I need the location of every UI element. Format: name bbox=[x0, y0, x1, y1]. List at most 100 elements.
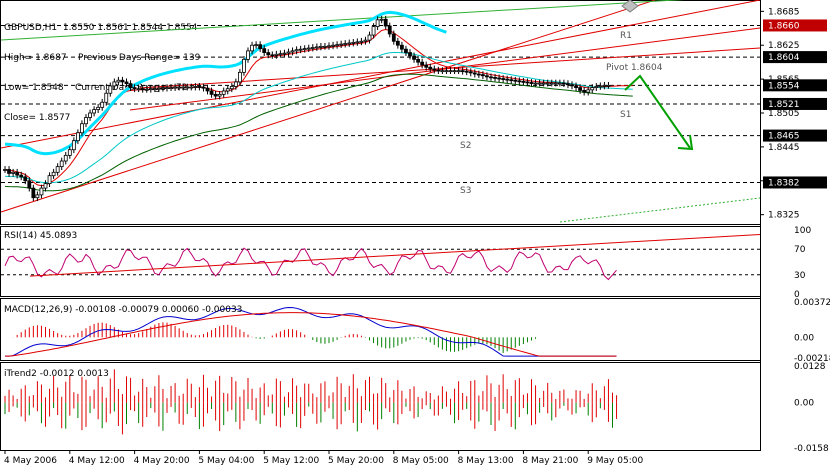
candle-body bbox=[43, 183, 48, 189]
price-marker-diamond bbox=[621, 0, 639, 13]
rsi-tick-label: 0 bbox=[794, 290, 800, 300]
price-panel[interactable]: 1.86851.86251.85651.85051.84451.83851.83… bbox=[0, 0, 828, 225]
candle-body bbox=[254, 44, 259, 47]
candle-body bbox=[161, 87, 165, 90]
candle-body bbox=[460, 70, 465, 73]
candle-body bbox=[566, 83, 570, 86]
candle-body bbox=[15, 171, 20, 176]
candle-body bbox=[335, 44, 340, 47]
forecast-arrow bbox=[624, 74, 691, 149]
candle-body bbox=[525, 81, 530, 84]
candle-body bbox=[63, 154, 68, 162]
candle-body bbox=[529, 82, 534, 84]
candle-body bbox=[189, 86, 194, 89]
candle-body bbox=[136, 88, 141, 91]
candle-body bbox=[602, 84, 607, 87]
level-price-box bbox=[763, 51, 827, 64]
candle-body bbox=[31, 187, 36, 199]
price-tick-label: 1.8505 bbox=[768, 109, 800, 119]
candle-body bbox=[201, 86, 206, 89]
candle-body bbox=[562, 82, 566, 85]
candle-body bbox=[444, 70, 449, 73]
candle-body bbox=[225, 88, 230, 92]
rsi-trendline bbox=[29, 233, 761, 277]
candle-body bbox=[258, 44, 263, 50]
candle-body bbox=[233, 81, 238, 87]
candle-body bbox=[408, 52, 412, 57]
time-tick-label: 4 May 12:00 bbox=[69, 456, 125, 466]
candle-body bbox=[541, 82, 546, 85]
cyan-ma-line bbox=[4, 10, 447, 156]
macd-tick-label: 0.00 bbox=[794, 333, 814, 343]
candle-body bbox=[128, 83, 133, 88]
candle-body bbox=[509, 79, 514, 82]
itrend-label: iTrend2 -0.0012 0.0013 bbox=[4, 369, 109, 379]
level-price-box bbox=[763, 97, 827, 110]
candle-body bbox=[391, 33, 396, 42]
candle-body bbox=[169, 87, 173, 89]
candle-body bbox=[237, 71, 242, 83]
level-price-label: 1.8382 bbox=[768, 178, 800, 188]
candle-body bbox=[47, 175, 52, 184]
candle-body bbox=[557, 82, 562, 85]
candle-body bbox=[278, 53, 283, 56]
candle-body bbox=[472, 72, 477, 75]
candle-body bbox=[274, 53, 279, 56]
candle-body bbox=[456, 70, 461, 73]
time-tick-label: 8 May 05:00 bbox=[393, 456, 449, 466]
time-tick-label: 4 May 20:00 bbox=[134, 456, 190, 466]
candle-body bbox=[302, 48, 307, 51]
candle-body bbox=[23, 176, 28, 182]
rsi-tick-label: 30 bbox=[794, 271, 806, 281]
candle-body bbox=[67, 149, 72, 156]
candle-body bbox=[80, 123, 84, 134]
candle-body bbox=[375, 19, 380, 27]
candle-body bbox=[262, 48, 267, 53]
r1-label: R1 bbox=[620, 31, 632, 41]
candle-body bbox=[165, 87, 169, 89]
candle-body bbox=[3, 169, 7, 171]
candle-body bbox=[266, 52, 271, 56]
price-tick-label: 1.8445 bbox=[768, 143, 800, 153]
candle-body bbox=[367, 34, 372, 41]
itrend-tick-label: 0.0128 bbox=[794, 362, 826, 372]
candle-body bbox=[11, 171, 16, 174]
candle-body bbox=[448, 70, 453, 73]
candle-body bbox=[19, 174, 24, 178]
trendline-upper-band bbox=[0, 0, 761, 149]
candle-body bbox=[104, 92, 109, 103]
candle-body bbox=[193, 86, 198, 88]
candle-body bbox=[497, 77, 502, 80]
candle-body bbox=[582, 90, 587, 93]
candle-body bbox=[173, 86, 178, 89]
candle-body bbox=[493, 77, 497, 79]
candle-body bbox=[270, 54, 275, 57]
candle-body bbox=[327, 45, 331, 48]
header-close: Close= 1.8577 bbox=[4, 113, 71, 123]
candle-body bbox=[59, 160, 64, 168]
candle-body bbox=[152, 88, 157, 91]
rsi-panel[interactable]: 100 70 30 0 RSI(14) 45.0893 bbox=[0, 226, 812, 300]
level-price-box bbox=[763, 176, 827, 189]
candle-body bbox=[395, 40, 400, 46]
level-price-label: 1.8660 bbox=[768, 21, 800, 31]
candle-body bbox=[347, 42, 352, 45]
price-tick-label: 1.8625 bbox=[768, 41, 800, 51]
candle-body bbox=[363, 39, 368, 42]
candle-body bbox=[298, 48, 303, 51]
macd-panel[interactable]: 0.00372 0.00 -0.00218 MACD(12,26,9) -0.0010… bbox=[0, 298, 830, 364]
candle-body bbox=[35, 194, 40, 199]
candle-body bbox=[355, 41, 360, 44]
candle-body bbox=[185, 86, 190, 89]
itrend-panel[interactable]: 0.0128 0.00 -0.0158 iTrend2 -0.0012 0.0013 bbox=[0, 362, 830, 454]
itrend-tick-label: -0.0158 bbox=[794, 444, 829, 454]
panel-frame bbox=[0, 226, 761, 297]
candle-body bbox=[71, 140, 76, 151]
candle-body bbox=[468, 71, 473, 74]
candle-body bbox=[96, 106, 101, 111]
panel-frame bbox=[0, 0, 761, 225]
price-tick-label: 1.8325 bbox=[768, 211, 800, 221]
candle-body bbox=[100, 101, 105, 108]
candle-body bbox=[140, 88, 145, 91]
